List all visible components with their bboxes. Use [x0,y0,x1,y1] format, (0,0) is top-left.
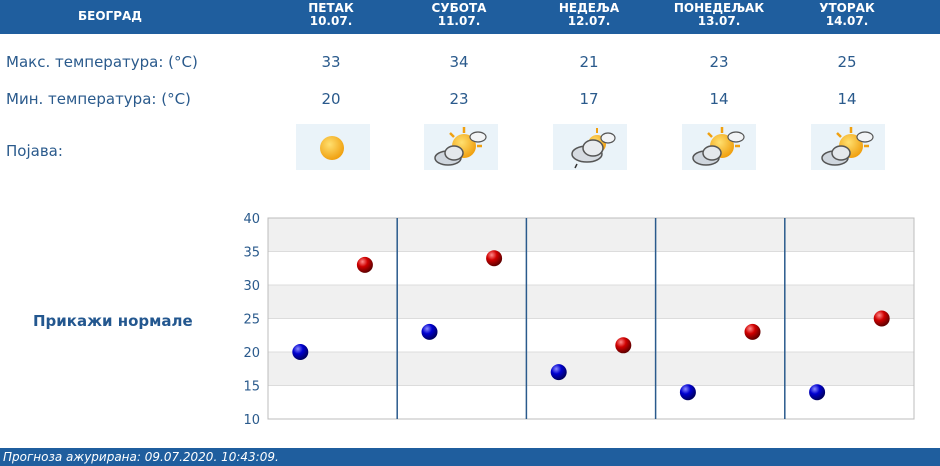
max-temp-marker [486,250,503,267]
min-temp-marker [292,344,309,360]
max-temp-value: 25 [837,53,857,71]
forecast-header: БЕОГРАД ПЕТАК 10.07. СУБОТА 11.07. НЕДЕЉ… [0,0,940,34]
min-temp-marker [679,384,696,401]
y-tick-label: 20 [243,346,260,361]
day-name: ПОНЕДЕЉАК [673,1,765,15]
grid-band [268,251,914,285]
cloudy-showers-icon [553,124,627,170]
min-temp-marker [421,323,438,340]
day-date: 11.07. [437,14,481,28]
min-temp-value: 20 [321,90,341,108]
y-tick-label: 30 [243,279,260,294]
max-temp-marker [744,323,761,340]
partly-cloudy-icon [424,124,498,170]
grid-band [268,218,914,252]
partly-cloudy-icon [811,124,885,170]
sun-icon [296,124,370,170]
day-name: УТОРАК [819,1,875,15]
max-temp-marker [615,337,632,354]
y-tick-label: 40 [243,212,260,227]
max-temp-marker [356,256,373,273]
max-temp-value: 21 [579,53,599,71]
min-temp-marker [809,384,826,401]
y-tick-label: 15 [243,380,260,395]
min-temp-marker [550,364,567,381]
max-temp-value: 33 [321,53,341,71]
day-name: НЕДЕЉА [558,1,620,15]
min-temp-value: 17 [579,90,599,108]
grid-band [268,285,914,319]
day-date: 12.07. [567,14,611,28]
forecast-updated-footer: Прогноза ажурирана: 09.07.2020. 10:43:09… [0,448,940,466]
grid-band [268,352,914,386]
y-tick-label: 25 [243,313,260,328]
min-temp-label: Мин. температура: (°C) [6,90,191,108]
max-temp-label: Макс. температура: (°C) [6,53,198,71]
grid-band [268,318,914,352]
day-header-5: УТОРАК 14.07. [802,2,892,28]
day-date: 10.07. [309,14,353,28]
y-tick-label: 10 [243,413,260,424]
show-normals-link[interactable]: Прикажи нормале [33,312,193,330]
partly-cloudy-icon [682,124,756,170]
day-date: 13.07. [697,14,741,28]
min-temp-value: 23 [449,90,469,108]
max-temp-value: 34 [449,53,469,71]
min-temp-value: 14 [837,90,857,108]
y-tick-label: 35 [243,246,260,261]
day-header-2: СУБОТА 11.07. [414,2,504,28]
temperature-chart: 40 35 30 25 20 15 10 [243,212,915,424]
day-name: ПЕТАК [308,1,354,15]
day-date: 14.07. [825,14,869,28]
max-temp-value: 23 [709,53,729,71]
update-timestamp: Прогноза ажурирана: 09.07.2020. 10:43:09… [3,450,279,464]
max-temp-marker [873,310,890,327]
day-header-4: ПОНЕДЕЉАК 13.07. [664,2,774,28]
min-temp-value: 14 [709,90,729,108]
plot-frame [267,217,915,420]
city-name: БЕОГРАД [78,9,142,23]
phenomenon-label: Појава: [6,142,63,160]
day-name: СУБОТА [431,1,487,15]
grid-band [268,385,914,419]
day-header-1: ПЕТАК 10.07. [286,2,376,28]
day-header-3: НЕДЕЉА 12.07. [544,2,634,28]
